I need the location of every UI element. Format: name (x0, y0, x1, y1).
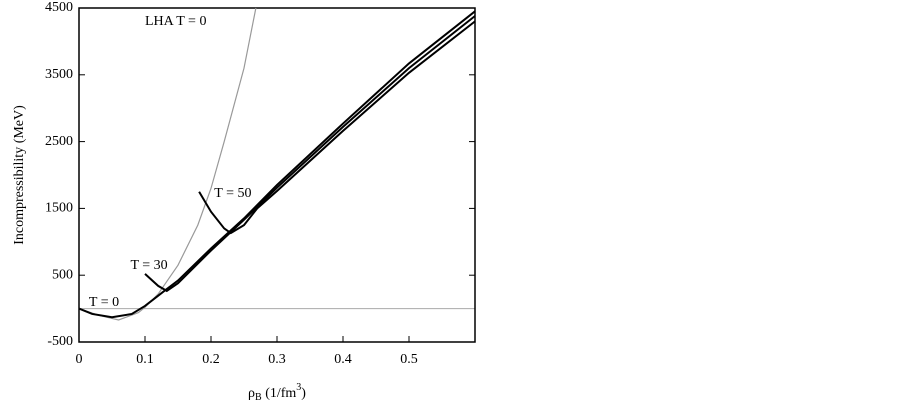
y-tick-label: 4500 (45, 0, 73, 15)
annotation: T = 0 (89, 295, 119, 310)
series-line (78, 7, 257, 321)
y-axis-label: Incompressibility (MeV) (12, 105, 27, 245)
x-tick-label: 0.4 (334, 352, 352, 367)
x-tick-label: 0 (76, 352, 83, 367)
x-label-part: B (255, 392, 262, 403)
annotation: T = 30 (130, 258, 167, 273)
x-tick-label: 0.2 (202, 352, 220, 367)
x-tick-label: 0.5 (400, 352, 418, 367)
series-line (198, 20, 476, 235)
series-line (78, 10, 476, 319)
y-tick-label: 500 (52, 267, 73, 282)
y-tick-label: 1500 (45, 201, 73, 216)
x-tick-label: 0.1 (136, 352, 154, 367)
x-label-part: ρ (248, 386, 255, 401)
x-label-part: ) (301, 386, 306, 401)
y-tick-label: -500 (47, 334, 73, 349)
x-label-part: (1/fm (262, 386, 297, 401)
annotation: LHA T = 0 (145, 14, 206, 29)
x-axis-label: ρB (1/fm3) (248, 382, 306, 403)
annotation: T = 50 (214, 186, 251, 201)
x-tick-label: 0.3 (268, 352, 286, 367)
y-tick-label: 3500 (45, 67, 73, 82)
x-label-part: 3 (296, 382, 301, 393)
series-line (144, 15, 476, 293)
y-tick-label: 2500 (45, 134, 73, 149)
